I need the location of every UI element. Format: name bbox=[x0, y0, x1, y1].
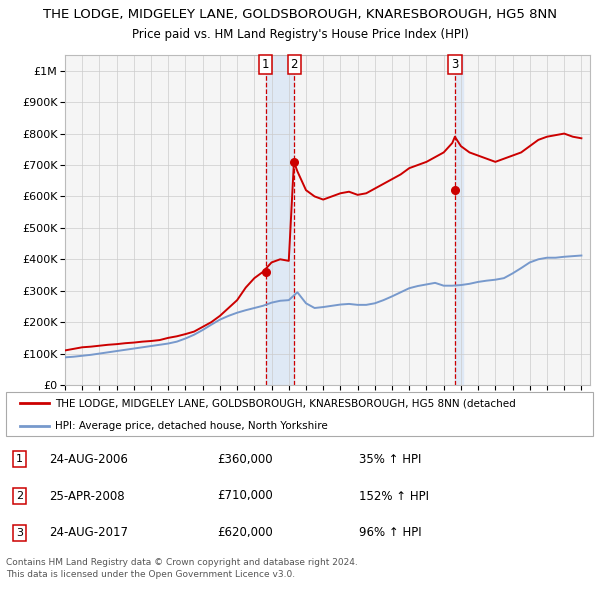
Text: Price paid vs. HM Land Registry's House Price Index (HPI): Price paid vs. HM Land Registry's House … bbox=[131, 28, 469, 41]
Text: £620,000: £620,000 bbox=[217, 526, 273, 539]
Bar bbox=[266, 55, 294, 385]
Text: 25-APR-2008: 25-APR-2008 bbox=[49, 490, 125, 503]
Text: 24-AUG-2006: 24-AUG-2006 bbox=[49, 453, 128, 466]
Text: 2: 2 bbox=[16, 491, 23, 501]
Text: 3: 3 bbox=[16, 528, 23, 538]
Text: £360,000: £360,000 bbox=[217, 453, 273, 466]
Text: THE LODGE, MIDGELEY LANE, GOLDSBOROUGH, KNARESBOROUGH, HG5 8NN (detached: THE LODGE, MIDGELEY LANE, GOLDSBOROUGH, … bbox=[55, 398, 516, 408]
Text: 35% ↑ HPI: 35% ↑ HPI bbox=[359, 453, 421, 466]
Text: 96% ↑ HPI: 96% ↑ HPI bbox=[359, 526, 422, 539]
Text: HPI: Average price, detached house, North Yorkshire: HPI: Average price, detached house, Nort… bbox=[55, 421, 328, 431]
Text: 3: 3 bbox=[451, 58, 458, 71]
Text: Contains HM Land Registry data © Crown copyright and database right 2024.
This d: Contains HM Land Registry data © Crown c… bbox=[6, 558, 358, 579]
Text: £710,000: £710,000 bbox=[217, 490, 273, 503]
Text: 152% ↑ HPI: 152% ↑ HPI bbox=[359, 490, 429, 503]
Text: 2: 2 bbox=[290, 58, 298, 71]
Text: 1: 1 bbox=[16, 454, 23, 464]
Bar bbox=[455, 55, 463, 385]
FancyBboxPatch shape bbox=[6, 392, 593, 436]
Text: THE LODGE, MIDGELEY LANE, GOLDSBOROUGH, KNARESBOROUGH, HG5 8NN: THE LODGE, MIDGELEY LANE, GOLDSBOROUGH, … bbox=[43, 8, 557, 21]
Text: 24-AUG-2017: 24-AUG-2017 bbox=[49, 526, 128, 539]
Text: 1: 1 bbox=[262, 58, 269, 71]
